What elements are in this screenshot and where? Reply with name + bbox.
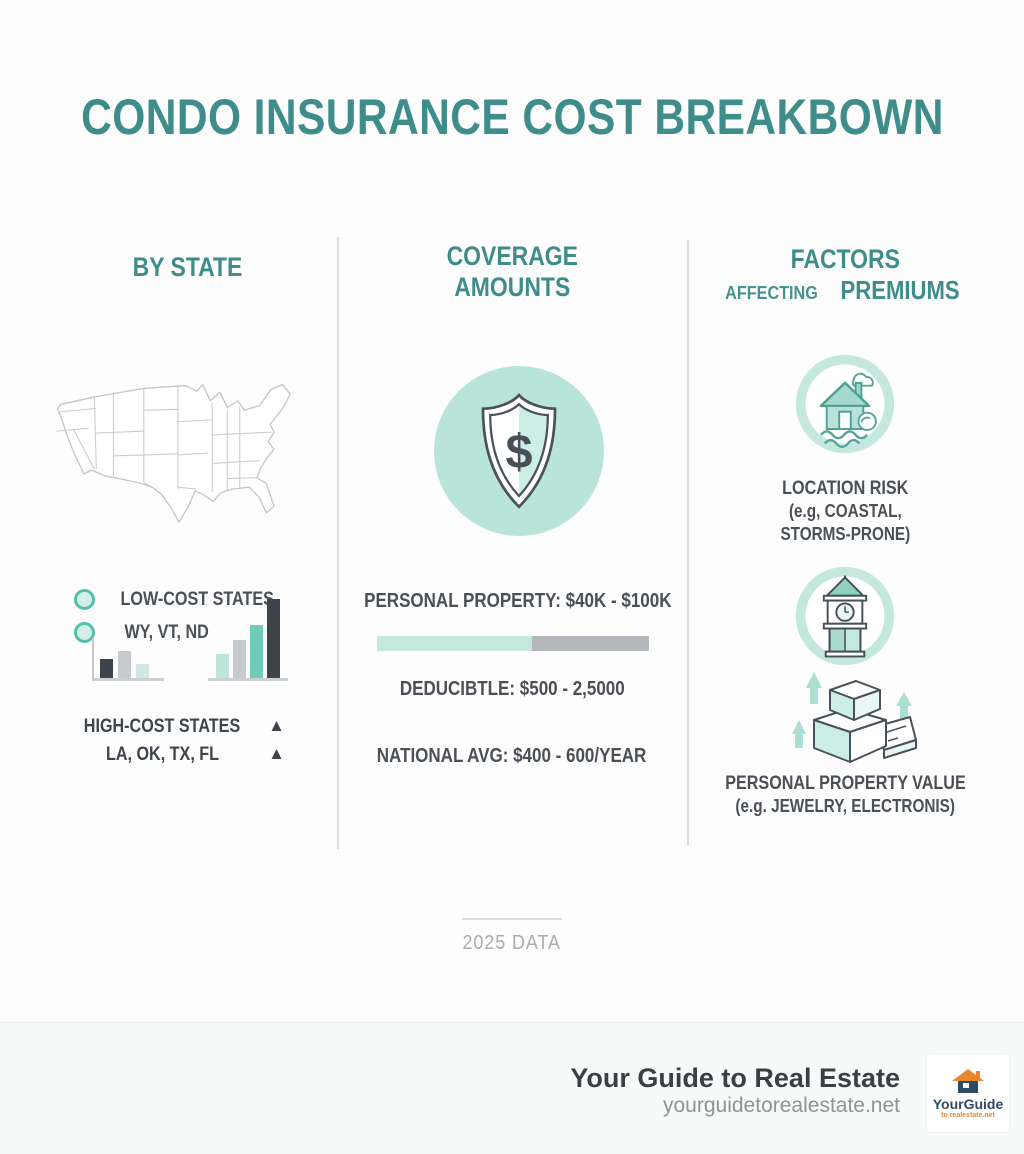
shield-circle-badge: $ xyxy=(434,366,604,536)
logo-house-icon xyxy=(952,1068,984,1093)
property-boxes-icon xyxy=(792,672,917,763)
bar-mint xyxy=(216,654,229,678)
footer: Your Guide to Real Estate yourguidetorea… xyxy=(0,1022,1024,1154)
factors-header: FACTORS AFFECTING PREMIUMS xyxy=(724,244,960,305)
brand-name: Your Guide to Real Estate xyxy=(570,1063,900,1093)
logo-name: YourGuide xyxy=(932,1095,1004,1112)
page-title: CONDO INSURANCE COST BREAKBOWN xyxy=(80,89,944,145)
brand-website: yourguidetorealestate.net xyxy=(663,1094,900,1117)
low-cost-circle-icon xyxy=(74,589,95,610)
bar-dark xyxy=(267,599,280,678)
low-cost-circle-icon xyxy=(74,622,95,643)
column-divider-right xyxy=(687,240,689,846)
low-cost-legend: LOW-COST STATES WY, VT, ND xyxy=(74,583,314,649)
high-cost-label: HIGH-COST STATES xyxy=(84,716,241,737)
low-cost-bar-chart xyxy=(92,638,164,681)
up-triangle-icon: ▲ xyxy=(268,716,285,735)
bar-teal_bar xyxy=(250,625,263,678)
us-map-icon xyxy=(56,383,291,524)
by-state-header: BY STATE xyxy=(133,252,243,282)
clock-tower-icon xyxy=(795,566,895,666)
coverage-progress-bar xyxy=(377,636,649,651)
footnote-divider xyxy=(462,918,562,920)
coverage-progress-fill xyxy=(377,636,533,651)
dollar-symbol: $ xyxy=(505,425,532,479)
dollar-shield-icon: $ xyxy=(481,393,557,509)
national-average-stat: NATIONAL AVG: $400 - 600/YEAR xyxy=(377,745,647,767)
legend-row-low-cost: LOW-COST STATES xyxy=(74,583,314,616)
footnote-year: 2025 DATA xyxy=(462,932,562,954)
high-cost-states-list: LA, OK, TX, FL xyxy=(105,744,220,765)
high-cost-states-row: LA, OK, TX, FL ▲ xyxy=(70,744,285,772)
brand-block: Your Guide to Real Estate yourguidetorea… xyxy=(400,1063,900,1119)
brand-logo: YourGuide to realestate.net xyxy=(926,1053,1010,1133)
high-cost-block: HIGH-COST STATES ▲ LA, OK, TX, FL ▲ xyxy=(70,716,285,772)
coverage-header: COVERAGE AMOUNTS xyxy=(446,241,578,302)
logo-tagline: to realestate.net xyxy=(941,1111,995,1119)
bar-mint_pale xyxy=(136,664,149,678)
personal-property-stat: PERSONAL PROPERTY: $40K - $100K xyxy=(364,590,672,612)
property-value-text: PERSONAL PROPERTY VALUE (e.g. JEWELRY, E… xyxy=(724,773,966,816)
legend-row-low-cost-states: WY, VT, ND xyxy=(74,616,314,649)
flood-house-icon xyxy=(795,354,895,454)
bar-dark xyxy=(100,659,113,678)
cost-trend-bar-chart xyxy=(208,599,288,681)
location-risk-text: LOCATION RISK (e.g, COASTAL, STORMS-PRON… xyxy=(780,478,910,544)
column-divider-left xyxy=(337,237,339,849)
high-cost-row: HIGH-COST STATES ▲ xyxy=(70,716,285,744)
low-cost-label: LOW-COST STATES xyxy=(120,588,274,610)
bar-gray xyxy=(233,640,246,678)
bar-gray xyxy=(118,651,131,678)
low-cost-states-list: WY, VT, ND xyxy=(124,621,209,643)
deductible-stat: DEDUCIBTLE: $500 - 2,5000 xyxy=(399,678,625,700)
up-triangle-icon: ▲ xyxy=(268,744,285,763)
